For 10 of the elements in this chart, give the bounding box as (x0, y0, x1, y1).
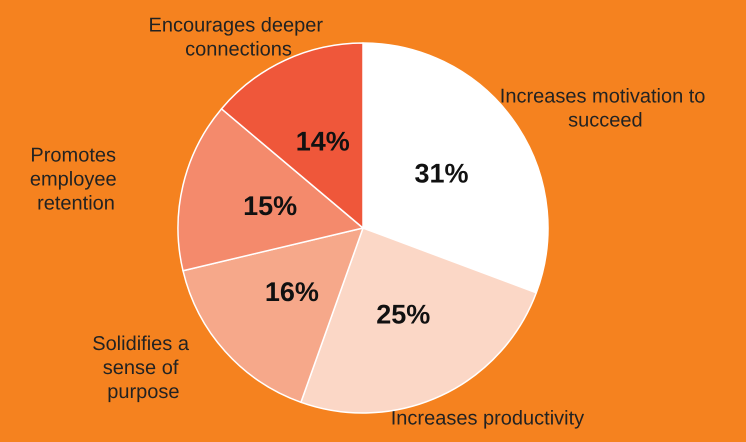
slice-label: Promotes employee retention (30, 144, 122, 214)
slice-label: Encourages deeper connections (148, 14, 329, 61)
data-label: 16% (264, 276, 319, 307)
slice-label: Increases motivation to succeed (500, 85, 711, 132)
slice-label: Increases productivity (390, 407, 584, 430)
slice-label: Solidifies a sense of purpose (92, 333, 195, 404)
data-label: 14% (296, 126, 350, 156)
data-label: 15% (243, 190, 298, 221)
data-label: 31% (414, 158, 468, 189)
data-label: 25% (376, 300, 430, 330)
